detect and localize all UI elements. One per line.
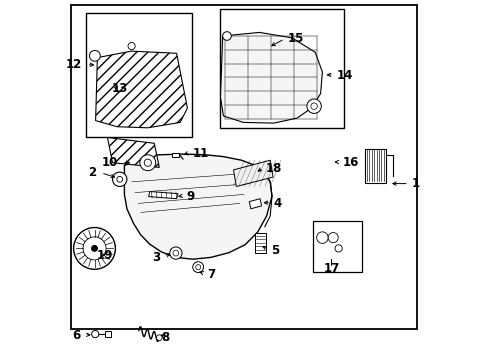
Polygon shape bbox=[96, 51, 187, 128]
Bar bbox=[365, 149, 386, 183]
Circle shape bbox=[222, 32, 231, 40]
Bar bbox=[105, 331, 111, 337]
Circle shape bbox=[90, 50, 100, 61]
Text: 12: 12 bbox=[66, 58, 82, 71]
Circle shape bbox=[144, 159, 151, 166]
Text: 6: 6 bbox=[72, 329, 80, 342]
Text: 5: 5 bbox=[271, 244, 279, 257]
Circle shape bbox=[156, 335, 162, 341]
Polygon shape bbox=[124, 154, 272, 259]
Circle shape bbox=[173, 250, 179, 256]
Text: 14: 14 bbox=[337, 69, 353, 82]
Bar bbox=[255, 233, 266, 253]
Text: 16: 16 bbox=[342, 156, 359, 169]
Circle shape bbox=[140, 155, 156, 171]
Text: 7: 7 bbox=[207, 268, 215, 281]
Circle shape bbox=[170, 247, 182, 259]
Text: 9: 9 bbox=[187, 190, 195, 203]
Text: 1: 1 bbox=[412, 177, 420, 190]
Circle shape bbox=[317, 232, 328, 243]
Bar bbox=[314, 221, 362, 272]
Bar bbox=[220, 9, 344, 128]
Text: 15: 15 bbox=[288, 32, 304, 45]
Circle shape bbox=[92, 246, 98, 251]
Circle shape bbox=[307, 99, 321, 113]
Circle shape bbox=[74, 228, 116, 269]
Polygon shape bbox=[107, 138, 159, 167]
Text: 11: 11 bbox=[193, 147, 209, 159]
Circle shape bbox=[196, 265, 201, 270]
Text: 3: 3 bbox=[152, 251, 160, 264]
Text: 4: 4 bbox=[274, 197, 282, 210]
Polygon shape bbox=[233, 160, 273, 186]
Text: 2: 2 bbox=[89, 166, 97, 179]
Bar bbox=[86, 13, 192, 137]
Text: 8: 8 bbox=[162, 331, 170, 344]
Circle shape bbox=[83, 237, 106, 260]
Polygon shape bbox=[220, 32, 322, 123]
Circle shape bbox=[113, 172, 127, 186]
Text: 13: 13 bbox=[112, 82, 128, 95]
Bar bbox=[172, 153, 179, 157]
Text: 18: 18 bbox=[266, 162, 282, 175]
Circle shape bbox=[335, 245, 342, 252]
Circle shape bbox=[311, 103, 318, 109]
Circle shape bbox=[92, 330, 99, 338]
Circle shape bbox=[117, 176, 122, 182]
Text: 17: 17 bbox=[323, 262, 340, 275]
Circle shape bbox=[128, 42, 135, 50]
Text: 19: 19 bbox=[97, 249, 113, 262]
Polygon shape bbox=[148, 192, 178, 199]
Circle shape bbox=[328, 233, 338, 243]
Text: 10: 10 bbox=[102, 156, 118, 169]
Circle shape bbox=[193, 262, 204, 273]
Polygon shape bbox=[249, 199, 262, 209]
